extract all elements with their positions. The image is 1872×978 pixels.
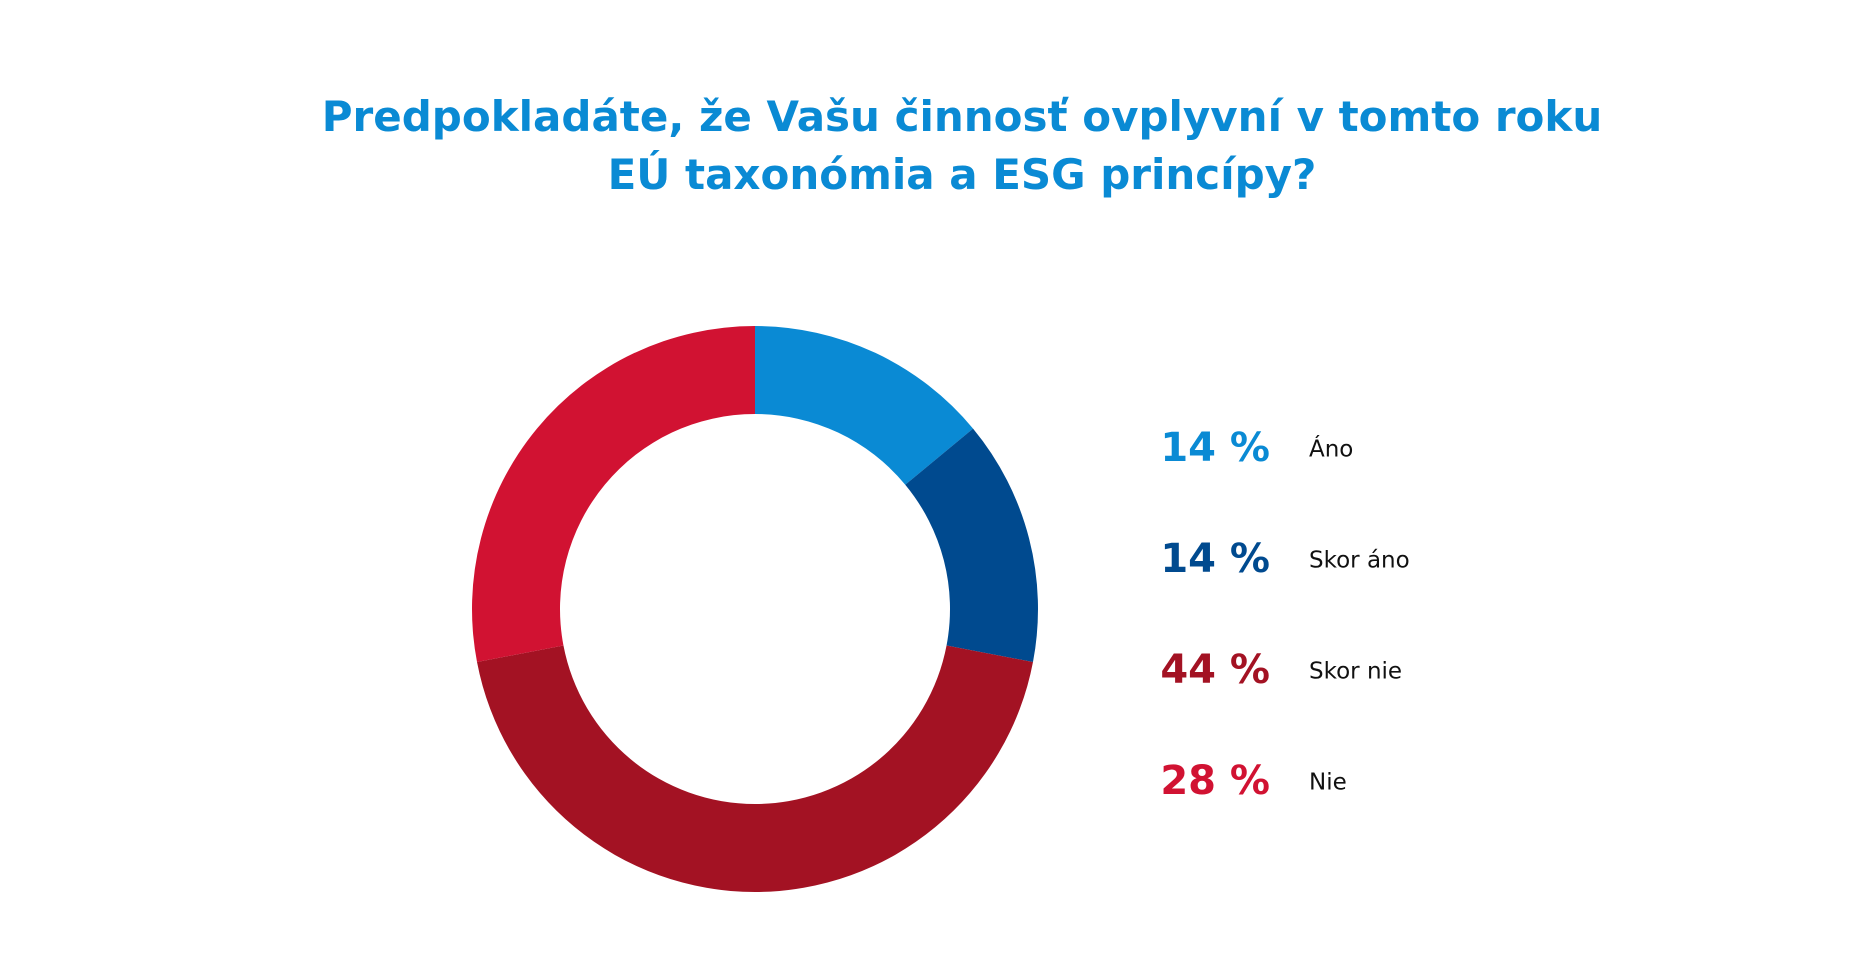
legend-label: Nie (1309, 770, 1347, 796)
legend-label: Áno (1309, 435, 1353, 463)
donut-segment (755, 326, 974, 485)
legend-label: Skor nie (1309, 659, 1402, 685)
legend-value: 44 % (1160, 647, 1270, 693)
chart-title: Predpokladáte, že Vašu činnosť ovplyvní … (321, 92, 1603, 199)
legend-value: 28 % (1160, 758, 1270, 804)
donut-segment (905, 428, 1038, 663)
donut-segment (471, 326, 755, 663)
legend-value: 14 % (1160, 536, 1270, 582)
legend-label: Skor áno (1309, 548, 1410, 574)
legend-value: 14 % (1160, 425, 1270, 471)
donut-segment (477, 645, 1033, 893)
